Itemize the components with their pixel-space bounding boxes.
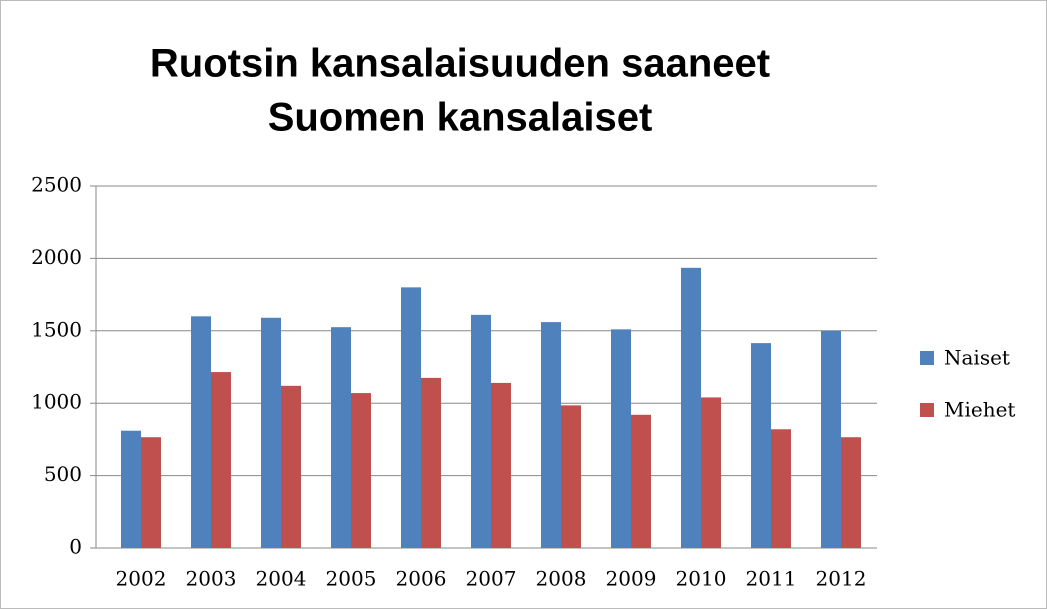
bar: [841, 437, 861, 548]
bar: [211, 372, 231, 548]
bar: [351, 393, 371, 548]
x-tick-label: 2005: [326, 567, 377, 591]
bar: [541, 322, 561, 548]
bar: [771, 429, 791, 548]
bar: [421, 377, 441, 548]
legend-label: Miehet: [944, 398, 1015, 422]
x-tick-label: 2012: [816, 567, 867, 591]
x-tick-label: 2008: [536, 567, 587, 591]
x-tick-label: 2009: [606, 567, 657, 591]
y-tick-label: 0: [69, 535, 82, 559]
bar: [281, 385, 301, 548]
x-tick-label: 2006: [396, 567, 447, 591]
bar: [491, 382, 511, 548]
x-tick-label: 2011: [746, 567, 797, 591]
y-tick-label: 1500: [31, 317, 82, 341]
x-tick-label: 2010: [676, 567, 727, 591]
bar: [631, 414, 651, 548]
bar: [701, 397, 721, 548]
bar: [751, 343, 771, 548]
x-tick-label: 2003: [186, 567, 237, 591]
y-tick-label: 2000: [31, 245, 82, 269]
bar: [331, 327, 351, 548]
y-tick-label: 500: [44, 462, 82, 486]
legend-swatch: [920, 403, 934, 417]
y-tick-label: 1000: [31, 390, 82, 414]
bar: [261, 317, 281, 548]
bar: [681, 267, 701, 548]
bar: [401, 287, 421, 548]
legend-label: Naiset: [944, 346, 1010, 370]
chart-title: Suomen kansalaiset: [268, 96, 653, 140]
bar: [611, 329, 631, 548]
legend-swatch: [920, 351, 934, 365]
x-tick-label: 2004: [256, 567, 307, 591]
bar: [561, 405, 581, 548]
x-tick-label: 2007: [466, 567, 517, 591]
bar: [191, 316, 211, 548]
bar: [121, 430, 141, 548]
y-tick-label: 2500: [31, 173, 82, 197]
bar: [471, 314, 491, 548]
chart-title: Ruotsin kansalaisuuden saaneet: [150, 42, 770, 86]
bar: [141, 437, 161, 548]
x-tick-label: 2002: [116, 567, 167, 591]
bar: [821, 330, 841, 548]
